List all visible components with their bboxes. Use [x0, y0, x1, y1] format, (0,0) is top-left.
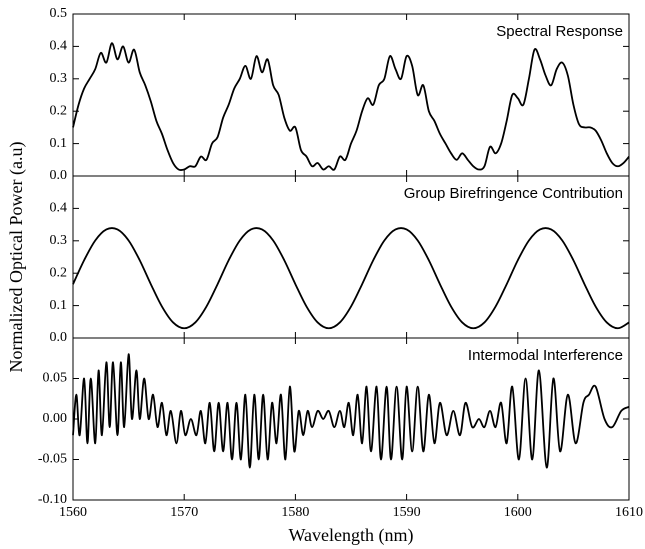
y-tick-label: -0.05	[38, 452, 67, 467]
panel-title: Spectral Response	[496, 23, 623, 40]
y-tick-label: 0.3	[50, 71, 68, 86]
plot-frame	[72, 337, 630, 501]
y-tick-label: 0.5	[50, 6, 68, 21]
x-axis-label: Wavelength (nm)	[288, 525, 413, 546]
data-line	[72, 353, 630, 469]
y-tick-label: 0.1	[50, 298, 68, 313]
x-tick-label: 1560	[59, 505, 87, 520]
y-tick-label: 0.05	[43, 371, 68, 386]
x-tick-label: 1600	[504, 505, 532, 520]
x-tick-label: 1570	[170, 505, 198, 520]
y-tick-label: 0.1	[50, 136, 68, 151]
y-tick-label: 0.2	[50, 103, 68, 118]
y-tick-label: 0.4	[50, 201, 68, 216]
data-line	[72, 227, 630, 330]
panel-title: Group Birefringence Contribution	[404, 185, 623, 202]
y-tick-label: 0.3	[50, 233, 68, 248]
y-tick-label: 0.2	[50, 265, 68, 280]
y-tick-label: 0.00	[43, 411, 68, 426]
data-line	[72, 42, 630, 172]
x-tick-label: 1610	[615, 505, 643, 520]
y-tick-label: 0.0	[50, 330, 68, 345]
y-tick-label: 0.4	[50, 39, 68, 54]
y-tick-label: 0.0	[50, 168, 68, 183]
y-tick-label: -0.10	[38, 492, 67, 507]
panel-title: Intermodal Interference	[468, 347, 623, 364]
x-tick-label: 1590	[393, 505, 421, 520]
x-tick-label: 1580	[281, 505, 309, 520]
y-axis-label: Normalized Optical Power (a.u)	[6, 142, 27, 373]
